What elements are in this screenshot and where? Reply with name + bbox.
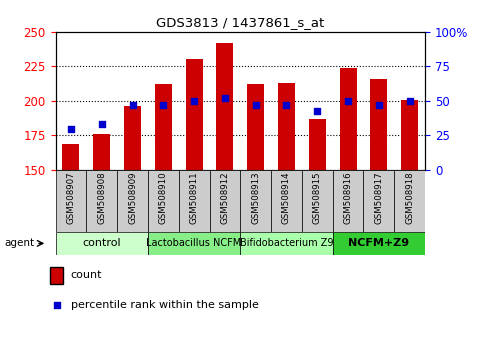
FancyBboxPatch shape	[271, 170, 302, 232]
Text: agent: agent	[4, 238, 35, 249]
FancyBboxPatch shape	[179, 170, 210, 232]
Text: NCFM+Z9: NCFM+Z9	[348, 238, 410, 249]
FancyBboxPatch shape	[210, 170, 240, 232]
Text: Lactobacillus NCFM: Lactobacillus NCFM	[146, 238, 242, 249]
Point	[252, 102, 259, 108]
Text: GSM508911: GSM508911	[190, 172, 199, 224]
Bar	[247, 84, 264, 170]
Bar	[216, 43, 233, 170]
Point	[221, 95, 229, 101]
Text: control: control	[83, 238, 121, 249]
Text: GSM508914: GSM508914	[282, 172, 291, 224]
Point	[190, 98, 198, 104]
FancyBboxPatch shape	[364, 170, 394, 232]
FancyBboxPatch shape	[302, 170, 333, 232]
Point	[53, 303, 60, 308]
Text: GSM508907: GSM508907	[67, 172, 75, 224]
Text: GSM508909: GSM508909	[128, 172, 137, 224]
Point	[344, 98, 352, 104]
Text: count: count	[71, 270, 102, 280]
Title: GDS3813 / 1437861_s_at: GDS3813 / 1437861_s_at	[156, 16, 325, 29]
FancyBboxPatch shape	[56, 170, 86, 232]
FancyBboxPatch shape	[333, 170, 364, 232]
Bar	[370, 79, 387, 170]
Point	[313, 108, 321, 113]
FancyBboxPatch shape	[148, 170, 179, 232]
Bar	[93, 134, 110, 170]
Point	[98, 121, 106, 127]
Point	[159, 102, 167, 108]
Text: GSM508913: GSM508913	[251, 172, 260, 224]
Text: GSM508916: GSM508916	[343, 172, 353, 224]
Text: GSM508918: GSM508918	[405, 172, 414, 224]
Point	[375, 102, 383, 108]
Text: GSM508915: GSM508915	[313, 172, 322, 224]
Bar	[278, 83, 295, 170]
FancyBboxPatch shape	[50, 267, 63, 284]
Text: Bifidobacterium Z9: Bifidobacterium Z9	[240, 238, 333, 249]
Point	[128, 102, 136, 108]
Bar	[401, 99, 418, 170]
FancyBboxPatch shape	[148, 232, 240, 255]
Point	[406, 98, 413, 104]
Bar	[340, 68, 356, 170]
Text: percentile rank within the sample: percentile rank within the sample	[71, 300, 258, 310]
FancyBboxPatch shape	[333, 232, 425, 255]
FancyBboxPatch shape	[56, 232, 148, 255]
Bar	[124, 107, 141, 170]
Point	[67, 126, 75, 131]
FancyBboxPatch shape	[117, 170, 148, 232]
FancyBboxPatch shape	[240, 232, 333, 255]
Text: GSM508912: GSM508912	[220, 172, 229, 224]
Bar	[155, 84, 172, 170]
Bar	[185, 59, 202, 170]
FancyBboxPatch shape	[394, 170, 425, 232]
Point	[283, 102, 290, 108]
Text: GSM508917: GSM508917	[374, 172, 384, 224]
Text: GSM508910: GSM508910	[159, 172, 168, 224]
Text: GSM508908: GSM508908	[97, 172, 106, 224]
FancyBboxPatch shape	[86, 170, 117, 232]
Bar	[62, 144, 79, 170]
FancyBboxPatch shape	[240, 170, 271, 232]
Bar	[309, 119, 326, 170]
